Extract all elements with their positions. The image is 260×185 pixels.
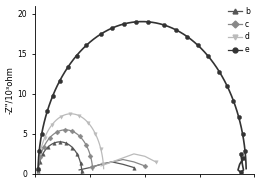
Y-axis label: -Z"/10³ohm: -Z"/10³ohm bbox=[5, 66, 15, 114]
Legend: b, c, d, e: b, c, d, e bbox=[228, 6, 251, 55]
